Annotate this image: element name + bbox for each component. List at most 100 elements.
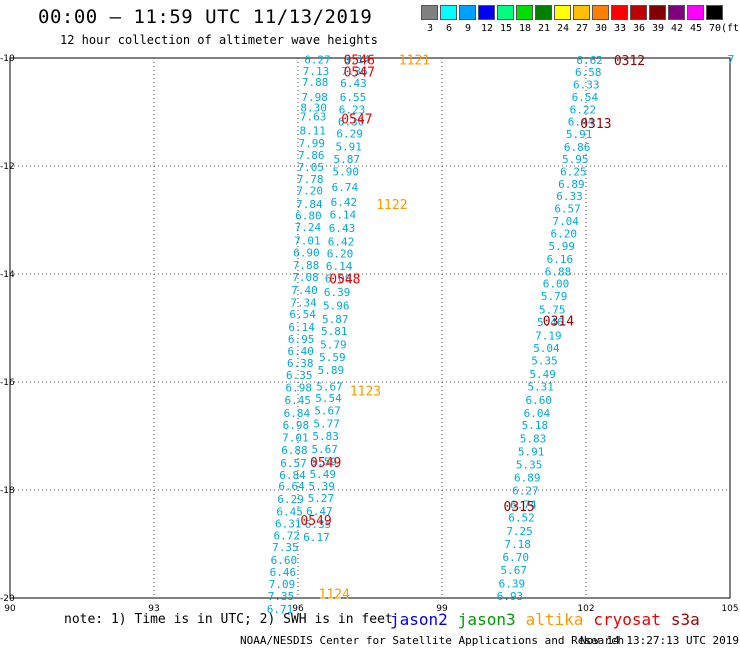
swh-value-label: 6.47 bbox=[306, 505, 333, 518]
swh-value-label: 6.95 bbox=[288, 333, 315, 346]
credit-text: NOAA/NESDIS Center for Satellite Applica… bbox=[240, 634, 625, 647]
lon-tick-label: 102 bbox=[577, 604, 594, 614]
swh-value-label: 7.86 bbox=[298, 149, 325, 162]
swh-value-label: 6.38 bbox=[287, 357, 314, 370]
swh-value-label: 6.89 bbox=[514, 472, 541, 485]
pass-time-label: 0314 bbox=[543, 314, 574, 329]
swh-value-label: 5.39 bbox=[309, 480, 336, 493]
swh-value-label: 6.72 bbox=[274, 529, 301, 542]
lon-tick-label: 90 bbox=[4, 604, 16, 614]
swh-value-label: 6.52 bbox=[508, 512, 535, 525]
timestamp-text: Nov 14 13:27:13 UTC 2019 bbox=[580, 634, 739, 647]
swh-value-label: 7.35 bbox=[272, 541, 299, 554]
scale-label: 24 bbox=[556, 23, 570, 34]
swh-value-label: 7.04 bbox=[552, 215, 579, 228]
swh-value-label: 6.98 bbox=[286, 381, 313, 394]
swh-value-label: 7.36 bbox=[341, 65, 368, 78]
swh-value-label: 5.67 bbox=[316, 380, 343, 393]
lat-tick-label: -16 bbox=[0, 378, 15, 388]
chart-title: 00:00 – 11:59 UTC 11/13/2019 bbox=[38, 6, 373, 28]
scale-swatch bbox=[516, 5, 533, 20]
pass-time-label: 0312 bbox=[614, 54, 645, 69]
swh-value-label: 5.87 bbox=[322, 313, 349, 326]
swh-value-label: 6.43 bbox=[329, 222, 356, 235]
pass-time-label: 0547 bbox=[341, 112, 372, 127]
swh-value-label: 6.62 bbox=[576, 54, 603, 67]
scale-swatch bbox=[649, 5, 666, 20]
swh-value-label: 6.42 bbox=[328, 236, 355, 249]
swh-value-label: 6.84 bbox=[284, 407, 311, 420]
scale-label: 36 bbox=[632, 23, 646, 34]
scale-label: 42 bbox=[670, 23, 684, 34]
swh-value-label: 8.30 bbox=[300, 102, 327, 115]
scale-label: 45 bbox=[689, 23, 703, 34]
scale-swatch bbox=[459, 5, 476, 20]
swh-value-label: 6.14 bbox=[326, 260, 353, 273]
scale-swatch bbox=[706, 5, 723, 20]
swh-value-label: 5.91 bbox=[566, 128, 593, 141]
swh-value-label: 5.31 bbox=[527, 380, 554, 393]
swh-value-label: 7.18 bbox=[504, 538, 531, 551]
swh-value-label: 5.49 bbox=[529, 368, 556, 381]
lat-tick-label: -14 bbox=[0, 270, 15, 280]
swh-value-label: 5.90 bbox=[333, 165, 360, 178]
swh-value-label: 5.67 bbox=[314, 405, 341, 418]
swh-value-label: 7.01 bbox=[282, 432, 309, 445]
pass-time-label: 1122 bbox=[376, 198, 407, 213]
scale-label: 9 bbox=[464, 23, 472, 34]
scale-label: 27 bbox=[575, 23, 589, 34]
swh-value-label: 7.40 bbox=[291, 284, 318, 297]
swh-value-label: 6.30 bbox=[338, 116, 365, 129]
swh-value-label: 6.42 bbox=[331, 196, 358, 209]
pass-time-label: 0546 bbox=[344, 54, 375, 69]
pass-time-label: 1121 bbox=[399, 54, 430, 69]
swh-value-label: 5.59 bbox=[310, 455, 337, 468]
swh-value-label: 5.75 bbox=[539, 304, 566, 317]
swh-value-label: 6.33 bbox=[573, 78, 600, 91]
swh-value-label: 6.00 bbox=[543, 278, 570, 291]
chart-subtitle: 12 hour collection of altimeter wave hei… bbox=[60, 33, 378, 47]
lat-tick-label: -18 bbox=[0, 486, 15, 496]
swh-value-label: 6.93 bbox=[497, 590, 523, 603]
swh-value-label: 7.88 bbox=[302, 76, 329, 89]
pass-time-label: 0549 bbox=[300, 514, 331, 529]
pass-time-label: 0315 bbox=[503, 500, 534, 515]
swh-value-label: 6.45 bbox=[276, 506, 303, 519]
swh-value-label: 6.84 bbox=[279, 469, 306, 482]
swh-value-label: 6.39 bbox=[499, 577, 526, 590]
swh-value-label: 6.04 bbox=[524, 407, 551, 420]
swh-value-label: 6.14 bbox=[288, 321, 315, 334]
legend-item-jason2: jason2 bbox=[390, 610, 448, 629]
swh-value-label: 6.22 bbox=[570, 103, 597, 116]
swh-value-label: 5.67 bbox=[311, 443, 338, 456]
swh-value-label: 6.20 bbox=[550, 228, 577, 241]
pass-time-label: 0548 bbox=[329, 272, 360, 287]
lon-tick-label: 99 bbox=[436, 604, 448, 614]
scale-swatch bbox=[554, 5, 571, 20]
swh-value-label: 8.11 bbox=[299, 124, 326, 137]
swh-value-label: 7.78 bbox=[297, 173, 324, 186]
swh-value-label: 7.35 bbox=[268, 590, 295, 603]
map-frame bbox=[9, 57, 731, 599]
lon-tick-label: 93 bbox=[148, 604, 159, 614]
scale-label: 6 bbox=[445, 23, 453, 34]
scale-label: 15 bbox=[499, 23, 513, 34]
swh-value-label: 5.46 bbox=[537, 316, 564, 329]
swh-value-label: 7.98 bbox=[301, 91, 328, 104]
scale-swatch bbox=[573, 5, 590, 20]
legend-item-jason3: jason3 bbox=[457, 610, 516, 629]
swh-value-label: 5.91 bbox=[335, 141, 362, 154]
swh-value-label: 7.34 bbox=[290, 297, 317, 310]
swh-value-label: 5.96 bbox=[323, 299, 350, 312]
swh-value-label: 7.08 bbox=[292, 271, 319, 284]
swh-value-label: 7.84 bbox=[296, 198, 323, 211]
swh-value-label: 6.57 bbox=[280, 457, 307, 470]
swh-value-label: 7.13 bbox=[303, 65, 330, 78]
swh-value-label: 5.95 bbox=[562, 153, 589, 166]
swh-value-label: 5.35 bbox=[516, 459, 543, 472]
swh-value-label: 5.54 bbox=[315, 392, 342, 405]
swh-value-label: 5.18 bbox=[522, 419, 549, 432]
swh-value-label: 6.98 bbox=[283, 419, 310, 432]
swh-value-label: 7.05 bbox=[298, 161, 325, 174]
swh-value-label: 6.43 bbox=[340, 77, 367, 90]
